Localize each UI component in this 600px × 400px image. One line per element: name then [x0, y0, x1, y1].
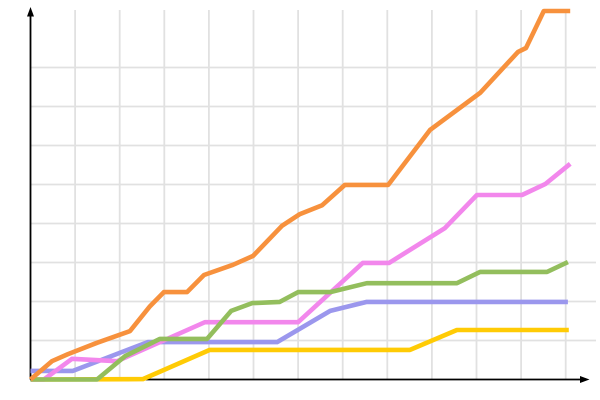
series-pink-line — [30, 162, 572, 382]
series-gold-line — [30, 327, 569, 382]
series-green-line — [30, 260, 569, 382]
series-lines — [29, 8, 572, 382]
y-axis-arrowhead-icon — [27, 7, 34, 17]
series-orange-line — [29, 8, 571, 382]
series-periwinkle-line — [30, 299, 568, 374]
x-axis-arrowhead-icon — [580, 376, 590, 383]
